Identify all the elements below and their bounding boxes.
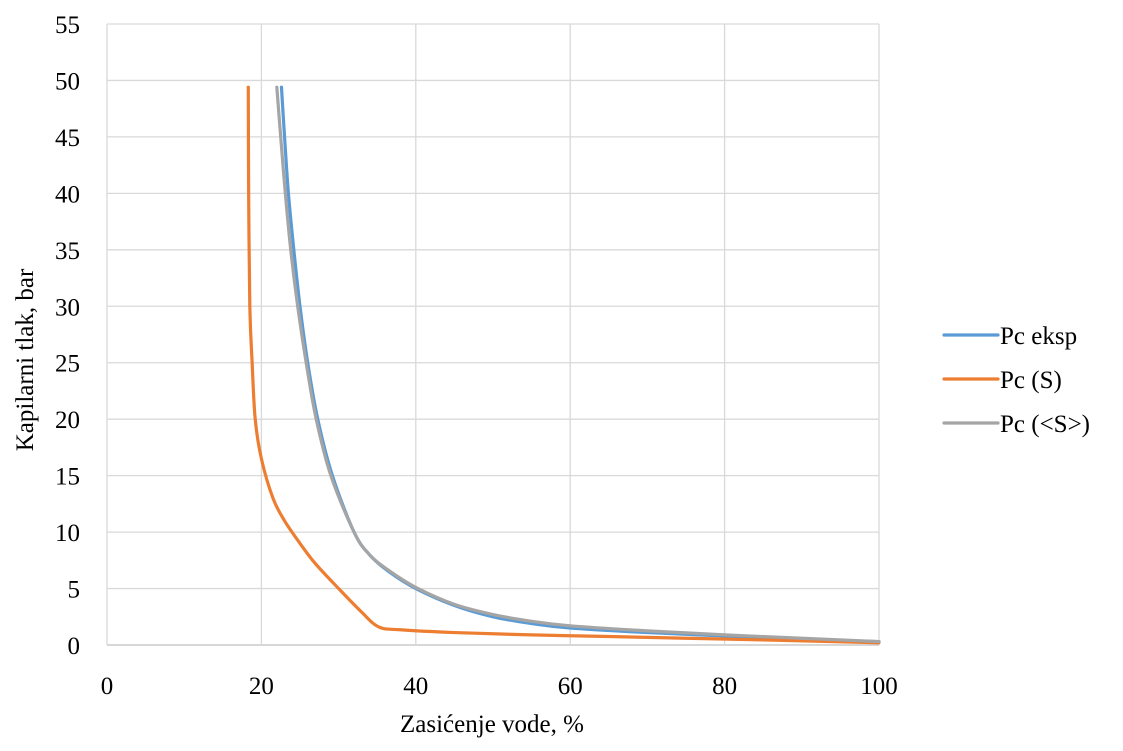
grid-lines: [106, 23, 880, 646]
legend-label: Pc (S): [1000, 367, 1062, 394]
x-tick-label: 80: [712, 673, 737, 700]
y-tick-label: 15: [55, 464, 80, 491]
y-axis-title: Kapilarni tlak, bar: [12, 268, 39, 451]
y-tick-label: 30: [55, 294, 80, 321]
legend: Pc eksp Pc (S) Pc (<S>): [942, 323, 1090, 438]
legend-label: Pc eksp: [1000, 323, 1077, 350]
x-tick-label: 100: [860, 673, 898, 700]
y-tick-label: 10: [55, 520, 80, 547]
y-tick-label: 0: [68, 633, 81, 660]
x-tick-label: 20: [249, 673, 274, 700]
legend-label: Pc (<S>): [1000, 411, 1090, 438]
x-tick-label: 40: [403, 673, 428, 700]
y-tick-label: 20: [55, 407, 80, 434]
x-tick-label: 60: [558, 673, 583, 700]
y-tick-label: 25: [55, 351, 80, 378]
x-tick-label: 0: [101, 673, 114, 700]
x-axis-title: Zasićenje vode, %: [400, 711, 584, 738]
y-tick-label: 50: [55, 68, 80, 95]
y-tick-label: 5: [68, 577, 81, 604]
series-line-2: [246, 85, 881, 645]
y-tick-label: 40: [55, 181, 80, 208]
series-line-3: [275, 85, 881, 644]
y-tick-label: 55: [55, 12, 80, 39]
series-lines: [246, 85, 881, 645]
y-tick-label: 35: [55, 238, 80, 265]
tick-labels: 0 5 10 15 20 25 30 35 40 45 50 55 0 20 40 60 80 100: [55, 12, 898, 700]
y-tick-label: 45: [55, 125, 80, 152]
